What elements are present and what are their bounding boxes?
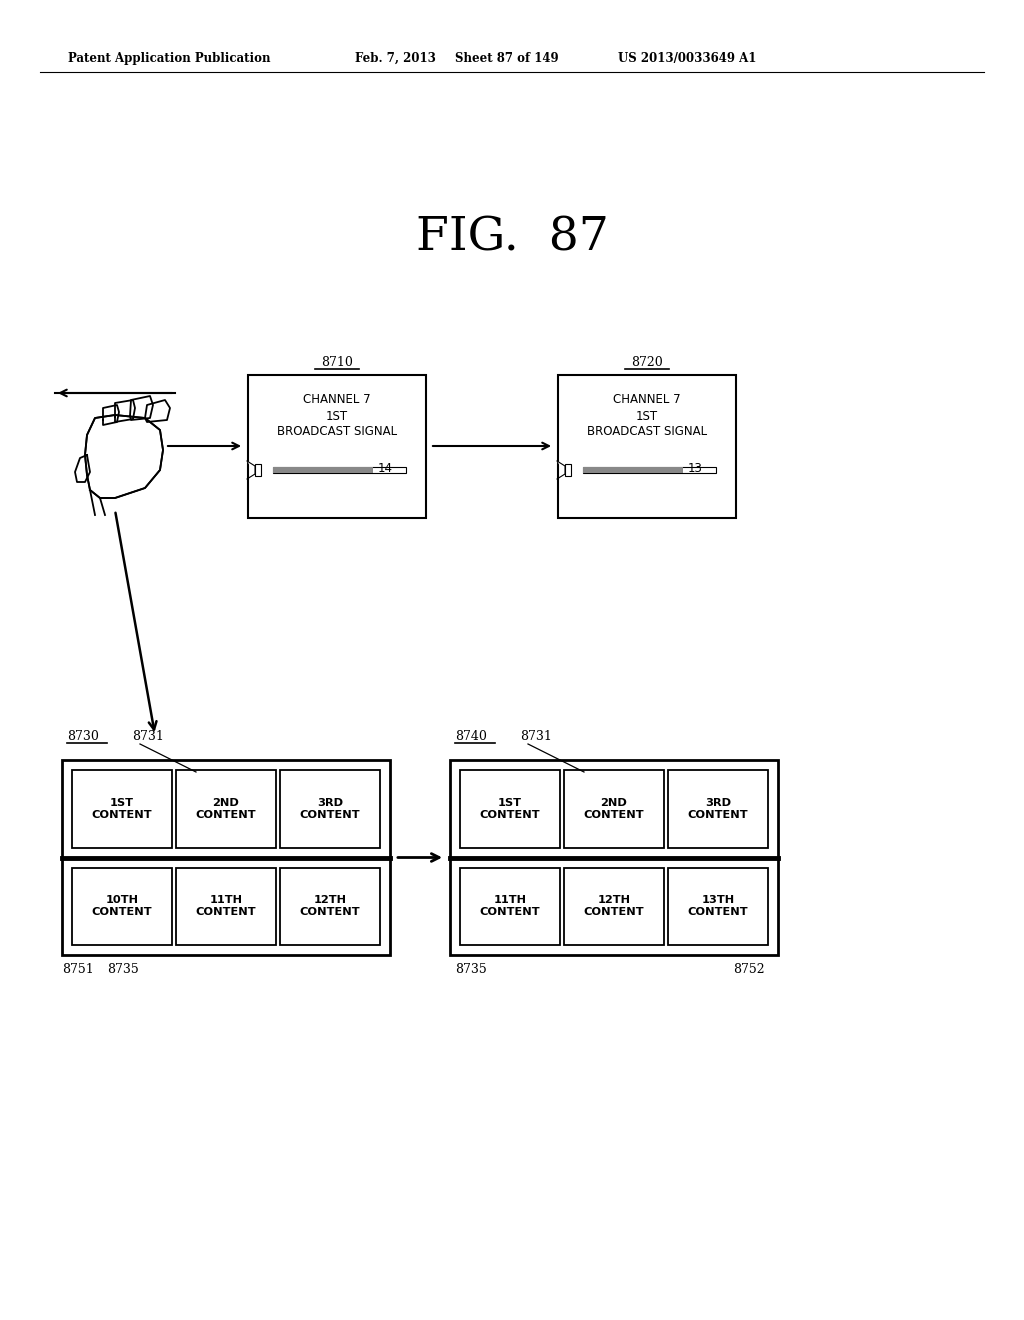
Bar (255, 465, 261, 477)
Bar (583, 467, 683, 473)
Text: 11TH
CONTENT: 11TH CONTENT (196, 895, 256, 917)
Text: 12TH
CONTENT: 12TH CONTENT (584, 895, 644, 917)
Bar (273, 467, 406, 473)
Text: 10TH
CONTENT: 10TH CONTENT (92, 895, 153, 917)
Text: Sheet 87 of 149: Sheet 87 of 149 (455, 51, 559, 65)
Bar (62, 760, 390, 954)
Text: 13: 13 (688, 462, 702, 475)
Bar (565, 465, 571, 477)
Bar (72, 770, 172, 847)
Bar (668, 867, 768, 945)
Text: 13TH
CONTENT: 13TH CONTENT (688, 895, 749, 917)
Text: 8730: 8730 (67, 730, 99, 743)
Bar (280, 770, 380, 847)
Text: 11TH
CONTENT: 11TH CONTENT (479, 895, 541, 917)
Text: 1ST: 1ST (326, 411, 348, 422)
Bar (564, 770, 664, 847)
Bar (176, 770, 276, 847)
Polygon shape (75, 455, 90, 482)
Bar (248, 375, 426, 517)
Polygon shape (130, 396, 153, 420)
Text: 2ND
CONTENT: 2ND CONTENT (584, 799, 644, 820)
Bar (668, 770, 768, 847)
Polygon shape (247, 461, 255, 474)
Text: 8740: 8740 (455, 730, 486, 743)
Bar (280, 867, 380, 945)
Text: 8731: 8731 (132, 730, 164, 743)
Text: 8735: 8735 (106, 964, 138, 975)
Polygon shape (115, 400, 135, 422)
Polygon shape (85, 414, 163, 498)
Bar (583, 467, 716, 473)
Bar (564, 867, 664, 945)
Text: CHANNEL 7: CHANNEL 7 (613, 393, 681, 407)
Polygon shape (145, 400, 170, 422)
Text: Patent Application Publication: Patent Application Publication (68, 51, 270, 65)
Bar (72, 867, 172, 945)
Text: CHANNEL 7: CHANNEL 7 (303, 393, 371, 407)
Text: 8720: 8720 (631, 356, 663, 370)
Bar (450, 760, 778, 954)
Text: 8710: 8710 (322, 356, 353, 370)
Bar (176, 867, 276, 945)
Text: 3RD
CONTENT: 3RD CONTENT (300, 799, 360, 820)
Text: 8752: 8752 (733, 964, 765, 975)
Text: 3RD
CONTENT: 3RD CONTENT (688, 799, 749, 820)
Text: US 2013/0033649 A1: US 2013/0033649 A1 (618, 51, 757, 65)
Text: 8751: 8751 (62, 964, 94, 975)
Polygon shape (103, 405, 119, 425)
Bar (558, 375, 736, 517)
Text: 12TH
CONTENT: 12TH CONTENT (300, 895, 360, 917)
Text: BROADCAST SIGNAL: BROADCAST SIGNAL (587, 425, 707, 438)
Text: 2ND
CONTENT: 2ND CONTENT (196, 799, 256, 820)
Text: 1ST: 1ST (636, 411, 658, 422)
Text: BROADCAST SIGNAL: BROADCAST SIGNAL (276, 425, 397, 438)
Polygon shape (557, 461, 565, 474)
Text: 1ST
CONTENT: 1ST CONTENT (92, 799, 153, 820)
Text: 1ST
CONTENT: 1ST CONTENT (479, 799, 541, 820)
Text: 14: 14 (378, 462, 393, 475)
Text: 8735: 8735 (455, 964, 486, 975)
Bar (460, 867, 560, 945)
Text: 8731: 8731 (520, 730, 552, 743)
Bar (460, 770, 560, 847)
Text: FIG.  87: FIG. 87 (416, 215, 608, 260)
Text: Feb. 7, 2013: Feb. 7, 2013 (355, 51, 436, 65)
Bar (273, 467, 373, 473)
